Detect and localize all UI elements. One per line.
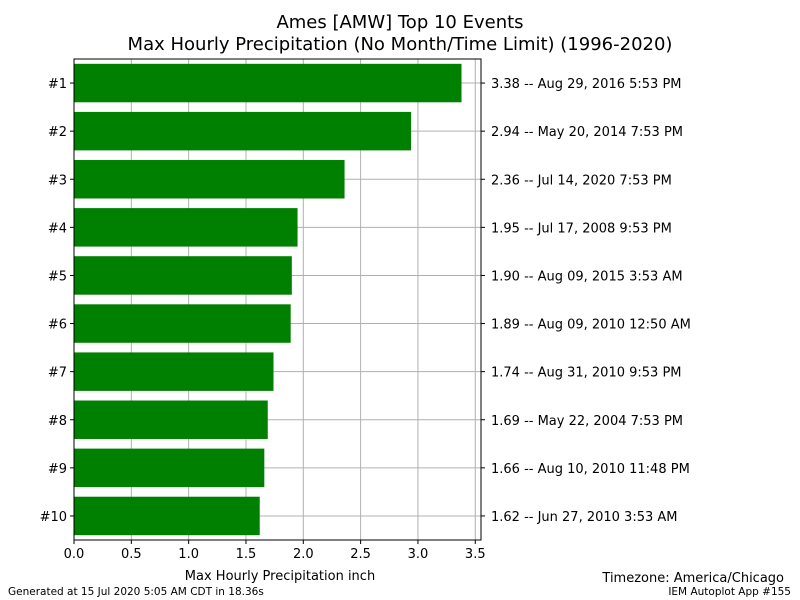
plot-frame — [73, 58, 482, 541]
right-event-label: 1.74 -- Aug 31, 2010 9:53 PM — [491, 366, 682, 381]
bars — [74, 63, 462, 536]
right-event-label: 1.95 -- Jul 17, 2008 9:53 PM — [491, 221, 672, 236]
bar-rank-10 — [74, 496, 260, 536]
x-tick-label: 0.0 — [64, 547, 85, 562]
chart-subtitle: Max Hourly Precipitation (No Month/Time … — [128, 34, 673, 55]
bar-rank-5 — [74, 256, 292, 295]
right-event-label: 2.36 -- Jul 14, 2020 7:53 PM — [491, 173, 672, 188]
bar-rank-8 — [74, 400, 268, 439]
bar-rank-1 — [74, 63, 462, 103]
right-labels: 3.38 -- Aug 29, 2016 5:53 PM 2.94 -- May … — [481, 77, 691, 525]
x-tick-label: 2.5 — [350, 547, 371, 562]
bar-rank-3 — [74, 160, 345, 199]
x-axis-label: Max Hourly Precipitation inch — [185, 569, 375, 584]
x-axis-ticks: 0.0 0.5 1.0 1.5 2.0 2.5 3.0 3.5 — [64, 540, 486, 562]
bar-rank-2 — [74, 111, 412, 151]
y-tick-label: #3 — [48, 173, 67, 188]
y-tick-label: #4 — [48, 221, 67, 236]
x-tick-label: 0.5 — [121, 547, 142, 562]
y-tick-label: #2 — [48, 125, 67, 140]
bar-rank-6 — [74, 304, 291, 343]
x-tick-label: 1.5 — [236, 547, 257, 562]
y-tick-label: #8 — [48, 414, 67, 429]
y-tick-label: #5 — [48, 269, 67, 284]
bar-rank-4 — [74, 208, 298, 247]
y-tick-label: #1 — [48, 77, 67, 92]
right-event-label: 1.62 -- Jun 27, 2010 3:53 AM — [491, 510, 678, 525]
y-axis-ticks: #1 #2 #3 #4 #5 #6 #7 #8 #9 #10 — [40, 77, 74, 525]
y-tick-label: #10 — [40, 510, 67, 525]
y-tick-label: #7 — [48, 366, 67, 381]
chart-title: Ames [AMW] Top 10 Events — [276, 12, 523, 33]
right-event-label: 1.90 -- Aug 09, 2015 3:53 AM — [491, 269, 683, 284]
bar-rank-7 — [74, 352, 274, 391]
app-note: IEM Autoplot App #155 — [668, 586, 791, 598]
right-event-label: 1.66 -- Aug 10, 2010 11:48 PM — [491, 462, 690, 477]
generated-note: Generated at 15 Jul 2020 5:05 AM CDT in … — [8, 586, 264, 598]
timezone-note: Timezone: America/Chicago — [601, 571, 784, 586]
x-tick-label: 2.0 — [293, 547, 314, 562]
y-tick-label: #9 — [48, 462, 67, 477]
y-tick-label: #6 — [48, 318, 67, 333]
bar-rank-9 — [74, 448, 265, 488]
right-event-label: 1.69 -- May 22, 2004 7:53 PM — [491, 414, 683, 429]
right-event-label: 3.38 -- Aug 29, 2016 5:53 PM — [491, 77, 682, 92]
x-tick-label: 3.0 — [408, 547, 429, 562]
x-tick-label: 1.0 — [178, 547, 199, 562]
right-event-label: 2.94 -- May 20, 2014 7:53 PM — [491, 125, 683, 140]
x-tick-label: 3.5 — [465, 547, 486, 562]
right-event-label: 1.89 -- Aug 09, 2010 12:50 AM — [491, 318, 691, 333]
